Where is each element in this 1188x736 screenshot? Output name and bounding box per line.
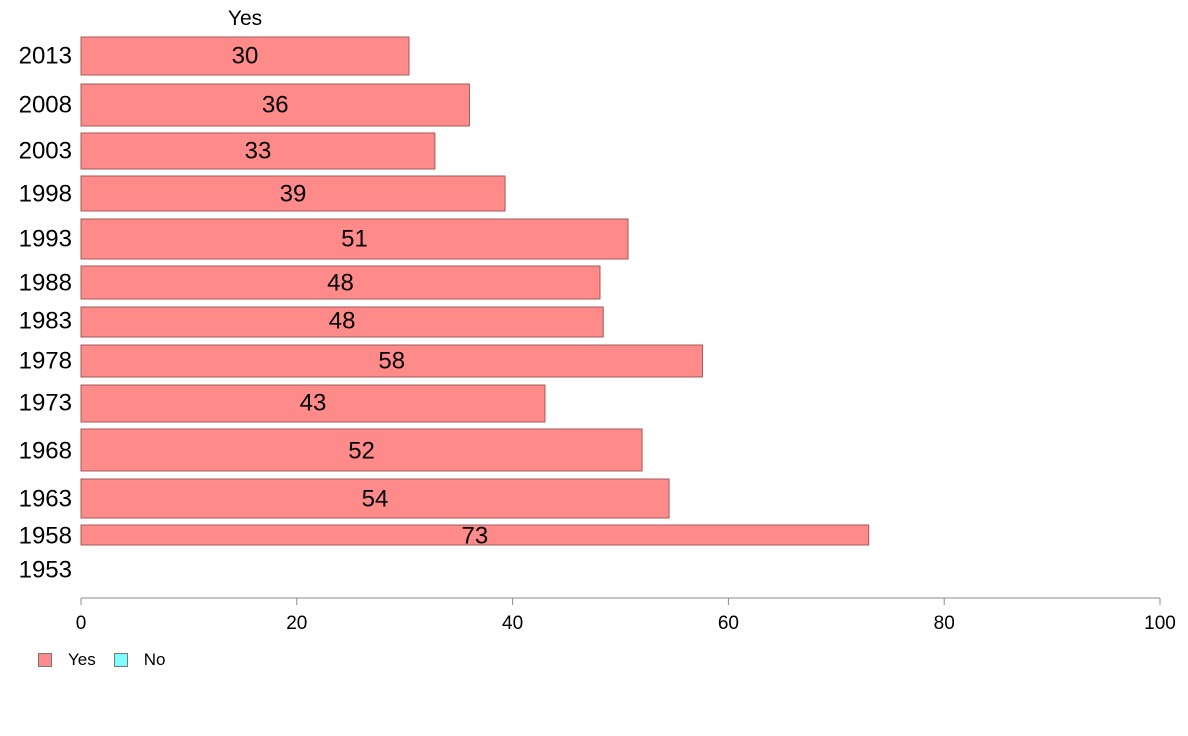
bar-1988 <box>80 265 601 300</box>
legend-swatch-no <box>113 653 128 667</box>
y-tick-label-1983: 1983 <box>19 307 72 334</box>
bar-1978 <box>80 344 704 378</box>
legend-item-yes: Yes <box>38 650 96 670</box>
bar-2008 <box>80 83 470 127</box>
value-label-1978: 58 <box>378 347 405 374</box>
x-tick-label-0: 0 <box>76 613 87 634</box>
y-tick-label-1968: 1968 <box>19 437 72 464</box>
value-label-2013: 30 <box>232 42 259 69</box>
bar-2003 <box>80 132 436 170</box>
value-label-2003: 33 <box>245 137 272 164</box>
y-tick-label-1973: 1973 <box>19 389 72 416</box>
x-tick-label-60: 60 <box>718 613 739 634</box>
value-label-1988: 48 <box>327 269 354 296</box>
y-tick-label-1958: 1958 <box>19 522 72 549</box>
y-tick-label-2013: 2013 <box>19 42 72 69</box>
y-tick-label-2003: 2003 <box>19 137 72 164</box>
y-tick-label-1978: 1978 <box>19 347 72 374</box>
x-tick-label-80: 80 <box>934 613 955 634</box>
bar-1958 <box>80 524 870 546</box>
x-tick-label-20: 20 <box>286 613 307 634</box>
legend: Yes No <box>38 650 183 670</box>
y-tick-label-1988: 1988 <box>19 269 72 296</box>
y-tick-label-1953: 1953 <box>19 556 72 583</box>
bar-1963 <box>80 478 670 519</box>
legend-label-no: No <box>143 650 166 669</box>
value-label-1993: 51 <box>341 225 368 252</box>
bar-1968 <box>80 428 643 472</box>
x-tick-label-100: 100 <box>1144 613 1176 634</box>
value-label-2008: 36 <box>262 91 289 118</box>
bar-1983 <box>80 306 604 338</box>
bar-2013 <box>80 36 410 76</box>
y-tick-label-2008: 2008 <box>19 91 72 118</box>
y-tick-label-1998: 1998 <box>19 180 72 207</box>
legend-item-no: No <box>113 650 166 670</box>
column-title: Yes <box>228 7 262 30</box>
y-tick-label-1993: 1993 <box>19 225 72 252</box>
value-label-1968: 52 <box>348 437 375 464</box>
value-label-1998: 39 <box>280 180 307 207</box>
x-tick-label-40: 40 <box>502 613 523 634</box>
value-label-1983: 48 <box>329 307 356 334</box>
bar-1998 <box>80 175 506 212</box>
value-label-1973: 43 <box>300 389 327 416</box>
bar-1973 <box>80 384 546 423</box>
bar-1993 <box>80 218 629 260</box>
value-label-1963: 54 <box>362 485 389 512</box>
legend-label-yes: Yes <box>68 650 96 669</box>
value-label-1958: 73 <box>461 522 488 549</box>
legend-swatch-yes <box>38 653 52 667</box>
y-tick-label-1963: 1963 <box>19 485 72 512</box>
